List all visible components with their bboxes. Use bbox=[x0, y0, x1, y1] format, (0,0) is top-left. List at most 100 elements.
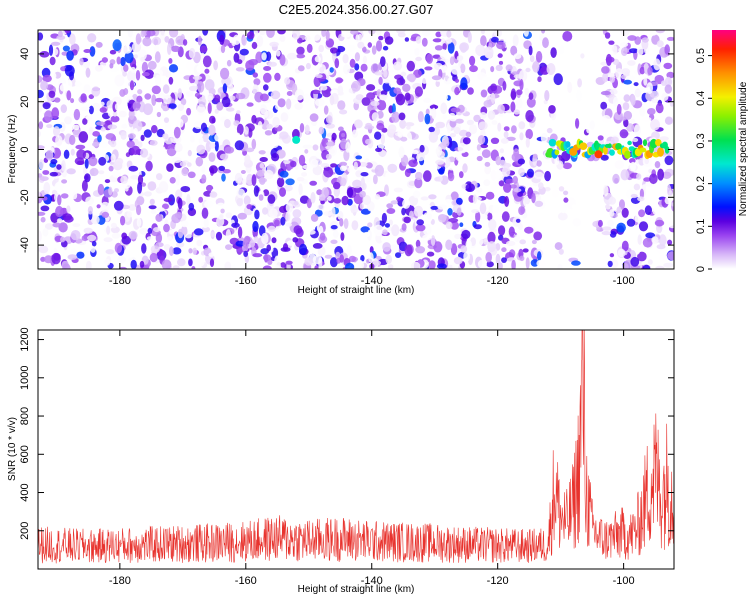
heatmap-speckle bbox=[296, 177, 305, 182]
heatmap-speckle bbox=[297, 65, 305, 72]
heatmap-speckle bbox=[150, 209, 157, 214]
heatmap-speckle bbox=[44, 110, 53, 123]
y-tick-label: 20 bbox=[19, 96, 31, 108]
heatmap-speckle bbox=[91, 86, 101, 97]
heatmap-speckle bbox=[495, 253, 501, 265]
heatmap-speckle bbox=[321, 30, 327, 37]
heatmap-speckle bbox=[82, 118, 88, 125]
heatmap-speckle bbox=[374, 71, 384, 76]
heatmap-speckle bbox=[266, 244, 272, 252]
heatmap-speckle bbox=[408, 159, 418, 168]
heatmap-speckle bbox=[373, 174, 378, 185]
heatmap-speckle bbox=[422, 234, 432, 241]
heatmap-speckle bbox=[133, 54, 138, 59]
heatmap-speckle bbox=[236, 197, 244, 207]
heatmap-speckle bbox=[553, 73, 563, 86]
heatmap-speckle bbox=[420, 73, 429, 84]
heatmap-speckle bbox=[487, 110, 496, 120]
heatmap-speckle bbox=[460, 43, 468, 53]
heatmap-speckle bbox=[188, 47, 196, 59]
heatmap-speckle bbox=[156, 173, 163, 181]
heatmap-speckle bbox=[121, 123, 128, 129]
heatmap-speckle bbox=[360, 63, 368, 72]
heatmap-speckle bbox=[433, 241, 443, 253]
heatmap-speckle bbox=[484, 161, 491, 167]
heatmap-speckle bbox=[165, 121, 171, 133]
heatmap-speckle bbox=[544, 170, 551, 182]
heatmap-speckle bbox=[330, 163, 338, 168]
heatmap-speckle bbox=[264, 169, 274, 180]
heatmap-speckle bbox=[503, 131, 509, 139]
heatmap-speckle bbox=[355, 259, 365, 269]
heatmap-speckle bbox=[339, 254, 345, 263]
heatmap-speckle bbox=[294, 102, 303, 110]
heatmap-speckle bbox=[304, 208, 311, 215]
heatmap-speckle bbox=[95, 41, 103, 48]
heatmap-speckle bbox=[84, 158, 89, 169]
heatmap-speckle bbox=[128, 230, 138, 240]
heatmap-speckle bbox=[622, 102, 630, 111]
heatmap-speckle bbox=[319, 193, 326, 201]
heatmap-speckle bbox=[237, 59, 243, 65]
heatmap-speckle bbox=[607, 219, 614, 227]
heatmap-speckle bbox=[639, 66, 645, 75]
heatmap-speckle bbox=[236, 123, 244, 136]
heatmap-speckle bbox=[544, 187, 551, 192]
heatmap-speckle bbox=[164, 36, 170, 43]
colorbar-axis: 0 0.1 0.2 0.3 0.4 0.5 bbox=[695, 48, 712, 272]
heatmap-speckle bbox=[667, 239, 673, 246]
heatmap-speckle bbox=[256, 169, 266, 177]
heatmap-speckle bbox=[387, 163, 398, 173]
heatmap-speckle bbox=[103, 237, 113, 243]
heatmap-speckle bbox=[668, 190, 673, 197]
heatmap-y-axis: -40 -20 0 20 40 bbox=[19, 48, 674, 253]
heatmap-speckle bbox=[279, 35, 286, 42]
heatmap-speckle bbox=[314, 55, 321, 63]
heatmap-speckle bbox=[513, 188, 522, 193]
heatmap-speckle bbox=[64, 65, 75, 77]
heatmap-speckle bbox=[290, 257, 301, 267]
heatmap-speckle bbox=[101, 57, 108, 63]
heatmap-speckle bbox=[371, 45, 377, 55]
heatmap-speckle bbox=[197, 81, 205, 93]
heatmap-speckle bbox=[163, 223, 170, 233]
heatmap-speckle bbox=[214, 108, 219, 114]
heatmap-speckle bbox=[337, 85, 344, 95]
heatmap-band-cell bbox=[664, 146, 670, 154]
heatmap-speckle bbox=[109, 140, 117, 148]
heatmap-speckle bbox=[297, 37, 303, 44]
heatmap-speckle bbox=[147, 181, 157, 191]
heatmap-speckle bbox=[354, 63, 360, 71]
heatmap-speckle bbox=[162, 51, 169, 62]
heatmap-speckle bbox=[285, 260, 293, 265]
heatmap-speckle bbox=[225, 107, 235, 112]
heatmap-speckle bbox=[518, 206, 525, 216]
heatmap-speckle bbox=[450, 65, 461, 75]
heatmap-speckle bbox=[482, 76, 491, 82]
heatmap-speckle bbox=[501, 257, 507, 263]
heatmap-speckle bbox=[172, 265, 180, 269]
heatmap-speckle bbox=[627, 35, 637, 41]
heatmap-speckle bbox=[491, 36, 499, 43]
heatmap-speckle bbox=[655, 102, 664, 114]
x-tick-label: -160 bbox=[235, 575, 257, 587]
heatmap-speckle bbox=[38, 100, 43, 112]
heatmap-speckle bbox=[180, 186, 191, 193]
heatmap-speckle bbox=[515, 98, 523, 109]
heatmap-speckle bbox=[92, 223, 101, 229]
heatmap-speckle bbox=[306, 43, 313, 54]
heatmap-speckle bbox=[326, 141, 336, 147]
heatmap-speckle bbox=[518, 121, 526, 130]
heatmap-speckle bbox=[471, 209, 480, 214]
heatmap-speckle bbox=[661, 92, 669, 101]
heatmap-speckle bbox=[393, 87, 402, 94]
colorbar-tick-label: 0.4 bbox=[695, 91, 707, 106]
heatmap-speckle bbox=[202, 133, 210, 143]
heatmap-speckle bbox=[85, 115, 93, 121]
heatmap-speckle bbox=[329, 67, 334, 73]
heatmap-speckle bbox=[299, 123, 305, 133]
heatmap-speckle bbox=[391, 111, 400, 123]
heatmap-speckle bbox=[221, 96, 231, 108]
heatmap-band-cell bbox=[615, 143, 622, 150]
heatmap-speckle bbox=[201, 207, 209, 219]
